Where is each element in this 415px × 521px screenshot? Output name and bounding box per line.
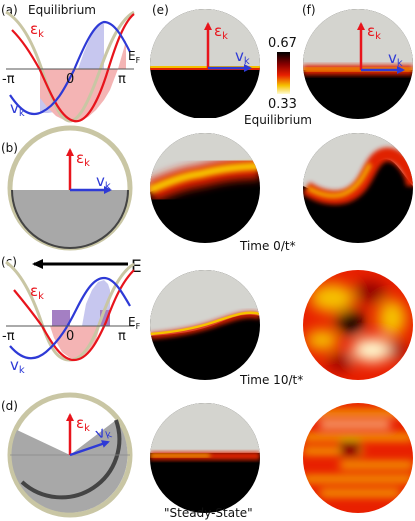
time10-label: Time 10/t* xyxy=(239,373,303,387)
fermi-shell-b xyxy=(11,189,129,249)
epsilon-label-d: εk xyxy=(76,414,90,434)
disc-f-equilibrium: εk vk xyxy=(303,9,413,119)
energy-curve-a xyxy=(11,13,135,123)
cosine-curve-a xyxy=(5,10,135,123)
fermi-label-c: EF xyxy=(128,315,141,331)
velocity-arrow-d xyxy=(69,440,110,457)
colorbar: 0.67 0.33 Equilibrium xyxy=(244,36,312,127)
tick-zero-a: 0 xyxy=(66,72,74,87)
panel-b: (b) εk vk xyxy=(1,125,133,251)
steady-label: "Steady-State" xyxy=(164,506,253,520)
velocity-label-c: vk xyxy=(10,356,25,376)
velocity-label-a: vk xyxy=(10,99,25,119)
velocity-curve-a xyxy=(9,20,131,116)
field-label: E xyxy=(131,257,142,277)
epsilon-label-e: εk xyxy=(214,22,228,42)
panel-d: (d) εk vk xyxy=(1,392,133,518)
disc-f-steady xyxy=(303,403,413,513)
colorbar-max: 0.67 xyxy=(268,36,297,51)
disc-f-time0 xyxy=(303,133,413,243)
velocity-upper-area xyxy=(78,24,104,69)
tick-neg-pi-c: -π xyxy=(2,329,15,344)
epsilon-label-a: εk xyxy=(30,20,44,40)
tick-neg-pi-a: -π xyxy=(2,72,15,87)
occupied-wedge-d xyxy=(11,420,128,513)
disc-e-time10 xyxy=(150,270,260,380)
disc-e-time0 xyxy=(150,133,260,243)
epsilon-label-c: εk xyxy=(30,282,44,302)
colorbar-gradient xyxy=(277,52,290,94)
epsilon-label-f: εk xyxy=(367,22,381,42)
fermi-shell-d xyxy=(20,419,122,500)
panel-a: (a) Equilibrium εk vk -π 0 π EF xyxy=(1,3,141,123)
cos-band-fill xyxy=(118,40,126,69)
purple-strip-right xyxy=(100,310,110,326)
colorbar-min: 0.33 xyxy=(268,97,297,112)
energy-curve-c xyxy=(13,269,135,362)
panel-label-e: (e) xyxy=(152,3,169,17)
panel-label-b: (b) xyxy=(1,141,18,155)
velocity-curve-c xyxy=(9,276,131,360)
disc-e-equilibrium: εk vk xyxy=(150,9,260,118)
fermi-label-a: EF xyxy=(128,49,141,65)
occupied-half-b xyxy=(12,190,128,248)
purple-strip-left xyxy=(52,310,70,326)
equilibrium-title: Equilibrium xyxy=(28,3,96,17)
epsilon-label-b: εk xyxy=(76,149,90,169)
panel-label-c: (c) xyxy=(1,255,17,269)
panel-c: (c) E εk vk -π 0 π EF xyxy=(1,255,142,376)
tick-pi-c: π xyxy=(118,329,126,344)
panel-label-a: (a) xyxy=(1,3,18,17)
disc-e-steady xyxy=(150,403,260,513)
tick-pi-a: π xyxy=(118,72,126,87)
panel-label-f: (f) xyxy=(302,3,316,17)
velocity-label-f: vk xyxy=(388,49,403,69)
tick-zero-c: 0 xyxy=(66,329,74,344)
panel-label-d: (d) xyxy=(1,399,18,413)
equilibrium-caption: Equilibrium xyxy=(244,113,312,127)
velocity-label-b: vk xyxy=(96,172,111,192)
time0-label: Time 0/t* xyxy=(239,239,296,253)
disc-f-time10 xyxy=(303,270,413,380)
velocity-label-e: vk xyxy=(235,47,250,67)
